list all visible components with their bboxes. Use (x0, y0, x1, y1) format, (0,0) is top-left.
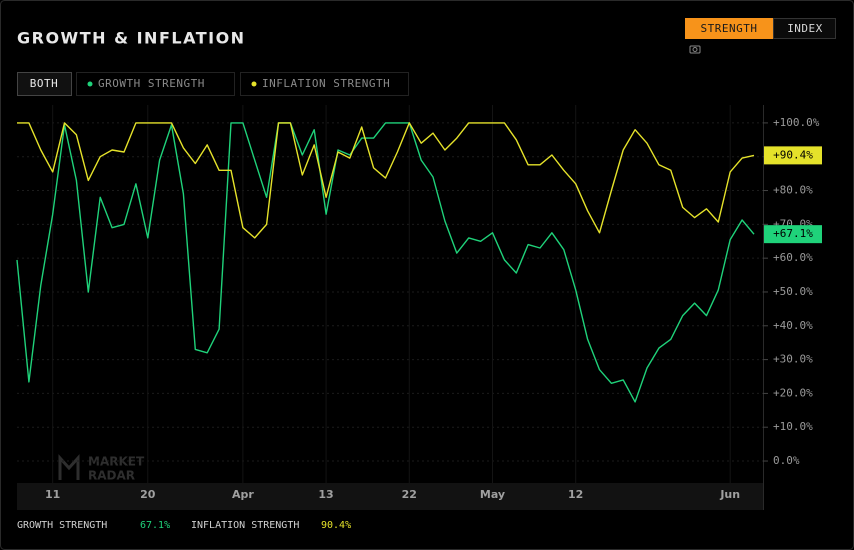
tab-dot (251, 81, 257, 87)
x-tick-label: 13 (318, 488, 333, 501)
x-axis-band (17, 483, 763, 510)
y-tick-label: +80.0% (773, 184, 813, 197)
watermark-text: RADAR (88, 469, 135, 483)
current-value-badge (764, 146, 822, 165)
y-tick-label: +40.0% (773, 319, 813, 332)
x-tick-label: Apr (232, 488, 254, 501)
current-value-label: +90.4% (773, 148, 813, 161)
series-line (17, 122, 755, 239)
y-tick-label: +50.0% (773, 285, 813, 298)
tab[interactable] (76, 72, 235, 96)
footer-value: 90.4% (321, 520, 351, 531)
x-tick-label: 11 (45, 488, 60, 501)
x-tick-label: 20 (140, 488, 156, 501)
watermark: MARKET RADAR (58, 454, 145, 483)
series-line (16, 122, 755, 403)
y-tick-label: +30.0% (773, 353, 813, 366)
mode-button[interactable] (773, 18, 836, 39)
tab-dot (87, 81, 93, 87)
x-tick-label: May (480, 488, 505, 501)
tab[interactable] (240, 72, 409, 96)
footer-value: 67.1% (140, 520, 170, 531)
tab-label[interactable]: BOTH (30, 77, 59, 90)
y-tick-label: +20.0% (773, 386, 813, 399)
y-tick-label: +10.0% (773, 420, 813, 433)
current-value-badge (764, 225, 822, 244)
tab-active[interactable] (17, 72, 72, 96)
footer-name: INFLATION STRENGTH (191, 520, 299, 531)
y-tick-label: +100.0% (773, 116, 820, 129)
x-tick-label: 22 (402, 488, 417, 501)
current-value-label: +67.1% (773, 227, 813, 240)
title: GROWTH & INFLATION (17, 29, 246, 48)
tab-label[interactable]: GROWTH STRENGTH (98, 77, 205, 90)
footer-name: GROWTH STRENGTH (17, 520, 107, 531)
y-tick-label: 0.0% (773, 454, 800, 467)
tab-label[interactable]: INFLATION STRENGTH (262, 77, 390, 90)
watermark-text: MARKET (88, 455, 145, 469)
x-tick-label: 12 (568, 488, 583, 501)
mode-label[interactable]: INDEX (787, 22, 823, 35)
mode-button-active[interactable] (685, 18, 773, 39)
y-tick-label: +60.0% (773, 251, 813, 264)
mode-label[interactable]: STRENGTH (701, 22, 758, 35)
x-tick-label: Jun (719, 488, 740, 501)
camera-icon[interactable] (689, 45, 701, 54)
